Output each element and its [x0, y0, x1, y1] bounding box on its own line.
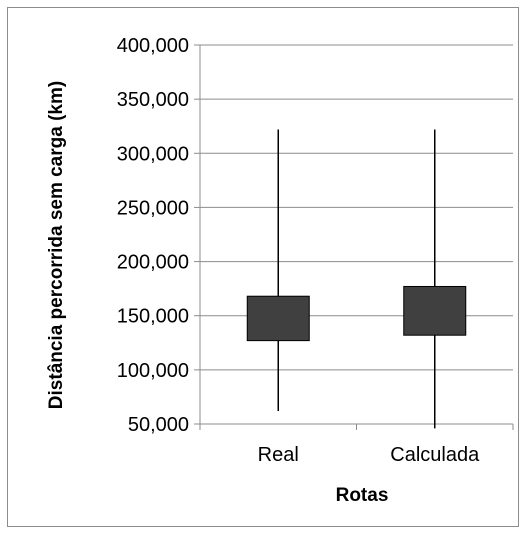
- y-tick-label: 350,000: [117, 89, 189, 111]
- box-real: [246, 295, 310, 342]
- x-category-labels: Real Calculada: [258, 444, 480, 466]
- x-axis-title: Rotas: [336, 485, 389, 506]
- y-tick-label: 250,000: [117, 197, 189, 219]
- box-plot-chart: 50,000 100,000 150,000 200,000 250,000 300,00…: [46, 35, 514, 506]
- y-tick-label: 150,000: [117, 306, 189, 328]
- y-tick-label: 300,000: [117, 143, 189, 165]
- axes: [194, 44, 514, 430]
- box-calculada: [403, 285, 467, 336]
- x-category-label: Calculada: [390, 444, 480, 466]
- x-category-label: Real: [258, 444, 299, 466]
- chart-area: 50,000 100,000 150,000 200,000 250,000 300,00…: [7, 7, 519, 527]
- y-tick-label: 200,000: [117, 252, 189, 274]
- y-tick-labels: 50,000 100,000 150,000 200,000 250,000 300,00…: [117, 35, 189, 436]
- y-axis-title: Distância percorrida sem carga (km): [46, 81, 67, 409]
- y-tick-label: 400,000: [117, 35, 189, 57]
- boxes: [246, 129, 467, 429]
- y-tick-label: 50,000: [128, 414, 189, 436]
- y-tick-label: 100,000: [117, 360, 189, 382]
